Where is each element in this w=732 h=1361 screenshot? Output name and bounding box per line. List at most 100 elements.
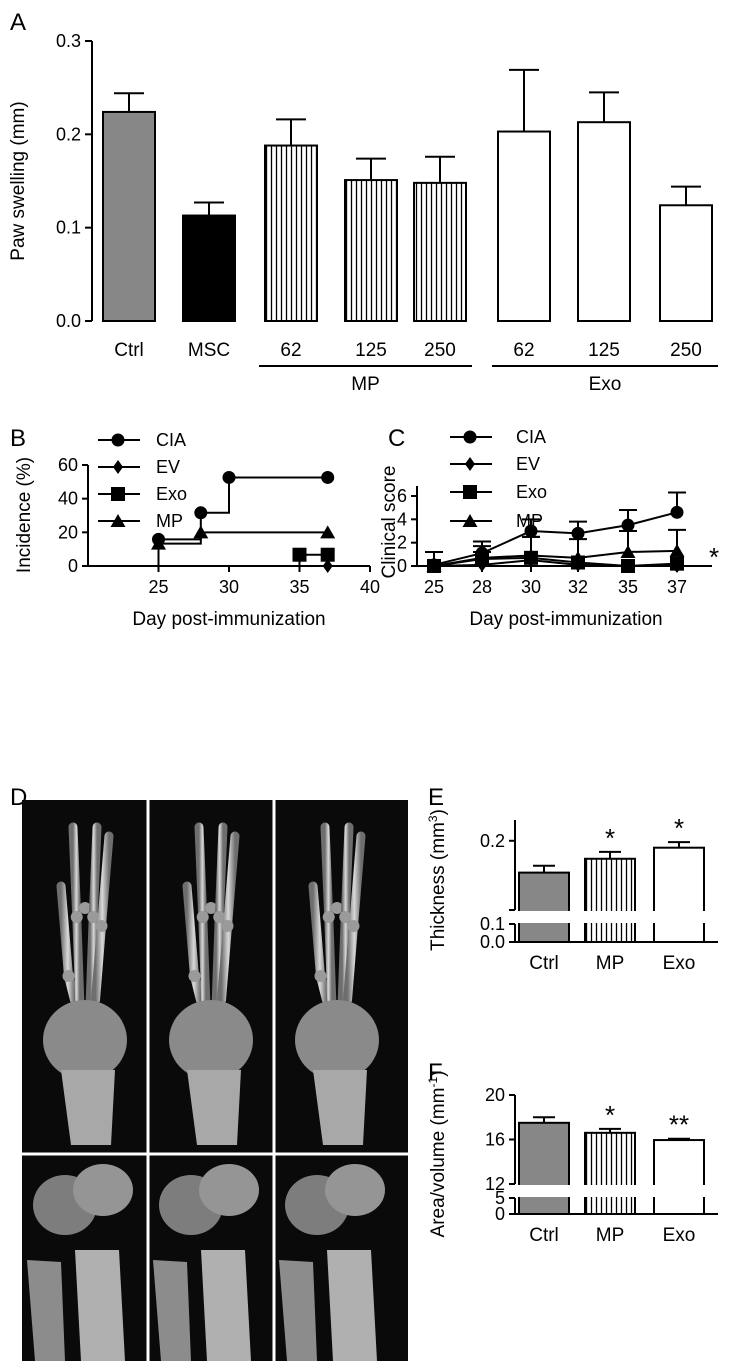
wrist-bone <box>199 1164 259 1216</box>
carpal-bones <box>43 1000 127 1080</box>
radius-bone <box>313 1070 367 1145</box>
x-axis-label: Day post-immunization <box>132 609 325 630</box>
y-tick-label: 16 <box>485 1130 505 1150</box>
data-point <box>322 559 333 573</box>
group-label: MP <box>351 374 380 395</box>
joint <box>205 902 217 914</box>
x-tick-label: MP <box>596 953 625 974</box>
x-tick-label: 62 <box>513 340 534 361</box>
legend-marker <box>113 460 123 474</box>
bar <box>584 1131 636 1215</box>
data-point <box>426 559 442 572</box>
joint <box>188 970 201 982</box>
y-tick-label: 0.2 <box>480 831 505 851</box>
x-tick-label: 37 <box>667 577 687 597</box>
significance-mark: * <box>674 813 684 843</box>
x-tick-label: 25 <box>148 577 168 597</box>
wrist-bone <box>325 1164 385 1216</box>
y-tick-label: 0.1 <box>480 914 505 934</box>
y-axis-label: Area/volume (mm-1) <box>426 1071 449 1238</box>
joint <box>331 902 343 914</box>
y-tick-label: 4 <box>397 509 407 529</box>
y-tick-label: 60 <box>58 455 78 475</box>
paw-xray-icon <box>169 813 253 1145</box>
data-point <box>670 505 684 519</box>
chart-e-thickness: 0.00.1 0.2 Thickness (mm3) Ctrl MP * Exo * <box>426 809 722 974</box>
joint <box>79 902 91 914</box>
y-axis-label: Incidence (%) <box>14 457 35 573</box>
wrist-radius <box>327 1250 377 1361</box>
y-tick-label: 20 <box>58 522 78 542</box>
x-tick-label: 62 <box>280 340 301 361</box>
panel-d-microct-images <box>22 800 408 1361</box>
paw-xray-icon <box>295 813 379 1145</box>
x-tick-label: 30 <box>219 577 239 597</box>
wrist-ulna <box>27 1260 65 1361</box>
bar <box>344 179 398 322</box>
data-point <box>321 470 335 484</box>
wrist-xray-icon <box>27 1164 133 1361</box>
joint <box>339 911 352 923</box>
panel-label-b: B <box>10 425 26 452</box>
wrist-ulna <box>279 1260 317 1361</box>
wrist-xray-icon <box>279 1164 385 1361</box>
data-point <box>620 545 636 558</box>
y-tick-label: 12 <box>485 1174 505 1194</box>
legend-label: EV <box>516 454 540 474</box>
bar <box>518 871 570 943</box>
panel-label-c: C <box>388 425 405 452</box>
x-tick-label: Ctrl <box>529 953 559 974</box>
legend-label: MP <box>156 511 183 531</box>
y-axis-label: Clinical score <box>379 466 400 579</box>
y-tick-label: 0.3 <box>56 31 81 51</box>
legend-marker <box>465 457 475 471</box>
axis-break-gap <box>517 1185 722 1197</box>
data-point <box>621 559 635 573</box>
paw-xray-icon <box>43 813 127 1145</box>
y-tick-label: 0.2 <box>56 124 81 144</box>
data-point <box>194 506 208 520</box>
legend-marker <box>463 485 477 499</box>
y-tick-label: 2 <box>397 533 407 553</box>
bar <box>659 204 713 322</box>
bar <box>497 130 551 322</box>
data-point <box>669 543 685 557</box>
legend-marker <box>111 487 125 501</box>
x-tick-label: Exo <box>663 953 696 974</box>
x-tick-label: 40 <box>360 577 380 597</box>
data-point <box>193 525 209 539</box>
chart-a-paw-swelling: 0.0 0.1 0.2 0.3 Paw swelling (mm) Ctrl MSC 62 12… <box>8 31 718 395</box>
x-tick-label: 250 <box>670 340 702 361</box>
legend-label: Exo <box>516 482 547 502</box>
bar <box>102 110 156 322</box>
y-tick-label: 6 <box>397 486 407 506</box>
joint <box>62 970 75 982</box>
series-line <box>433 511 678 566</box>
x-tick-label: 125 <box>355 340 387 361</box>
data-point <box>320 547 335 562</box>
chart-b-incidence: 0 20 40 60 25 30 35 40 Incidence (%) Day post-imm… <box>14 430 380 630</box>
y-tick-label: 0 <box>495 1204 505 1224</box>
wrist-xray-icon <box>153 1164 259 1361</box>
panel-label-e: E <box>428 784 444 811</box>
data-point <box>222 470 236 484</box>
group-label: Exo <box>589 374 622 395</box>
data-point <box>523 548 539 562</box>
y-tick-label: 5 <box>495 1188 505 1208</box>
series-line <box>157 531 328 566</box>
wrist-radius <box>75 1250 125 1361</box>
legend-marker <box>462 514 478 527</box>
wrist-ulna <box>153 1260 191 1361</box>
joint <box>87 911 100 923</box>
data-point <box>320 525 336 539</box>
x-tick-label: Exo <box>663 1225 696 1246</box>
x-tick-label: MP <box>596 1225 625 1246</box>
panel-label-a: A <box>10 9 26 36</box>
legend-label: CIA <box>156 430 186 450</box>
legend-label: CIA <box>516 427 546 447</box>
x-axis-label: Day post-immunization <box>469 609 662 630</box>
x-tick-label: 35 <box>289 577 309 597</box>
x-tick-label: 28 <box>472 577 492 597</box>
bar <box>182 214 236 323</box>
joint <box>314 970 327 982</box>
